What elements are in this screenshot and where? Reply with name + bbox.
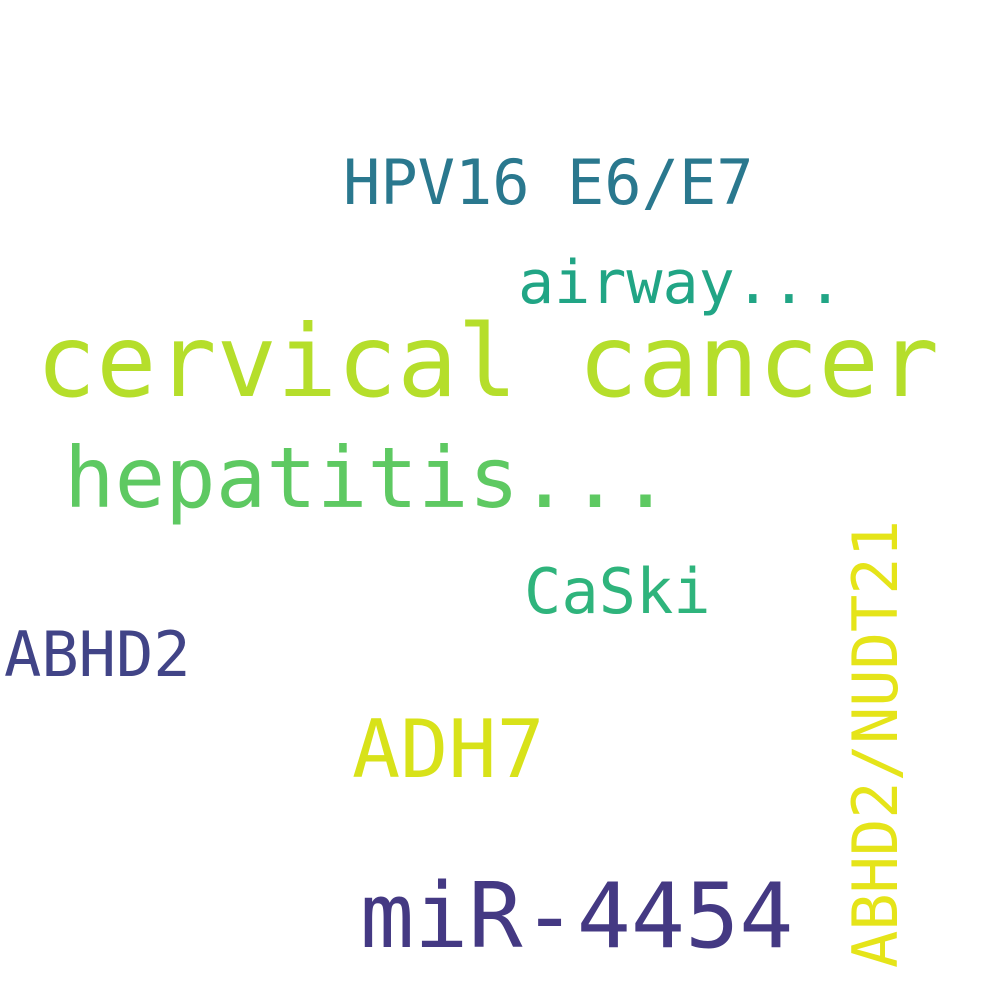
word-abhd2: ABHD2 bbox=[4, 618, 191, 691]
word-airway: airway... bbox=[518, 248, 844, 318]
word-hpv16-e6-e7: HPV16 E6/E7 bbox=[343, 146, 754, 219]
word-cervical-cancer: cervical cancer bbox=[36, 303, 940, 420]
word-abhd2-nudt21: ABHD2/NUDT21 bbox=[839, 520, 912, 968]
word-mir-4454: miR-4454 bbox=[360, 864, 794, 969]
word-hepatitis: hepatitis... bbox=[64, 429, 671, 527]
word-adh7: ADH7 bbox=[352, 703, 545, 796]
word-caski: CaSki bbox=[524, 555, 711, 628]
